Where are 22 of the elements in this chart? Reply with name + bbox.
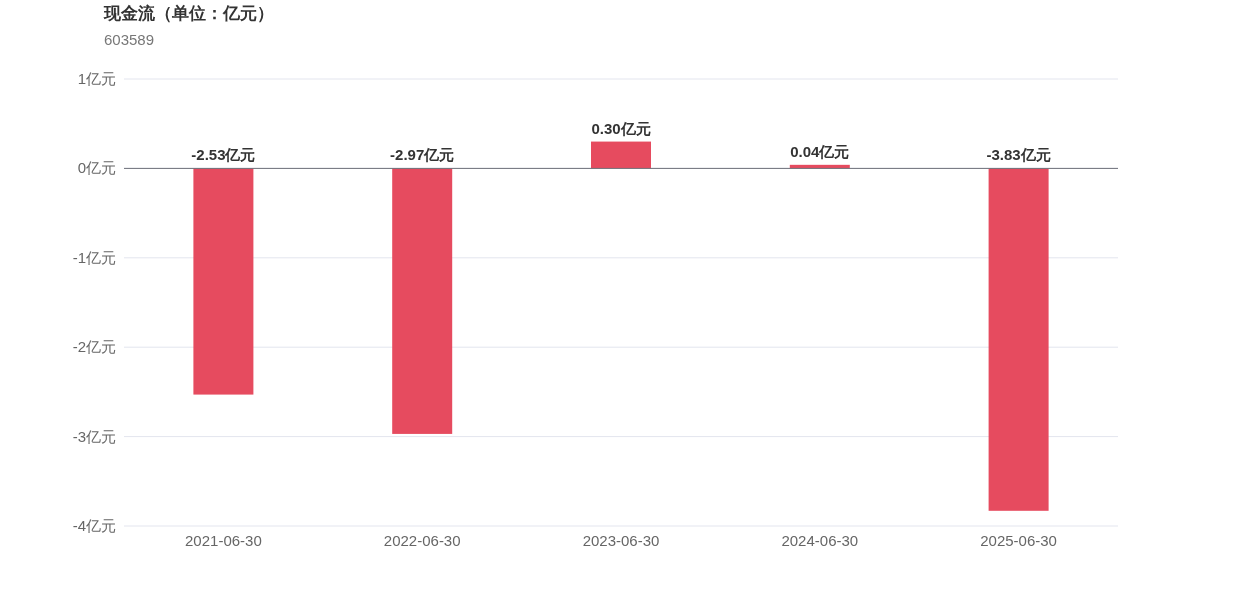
x-tick-label: 2025-06-30 <box>980 532 1057 549</box>
data-label: 0.04亿元 <box>790 142 850 160</box>
x-tick-label: 2021-06-30 <box>185 532 262 549</box>
bar <box>193 168 254 395</box>
bar <box>392 168 453 434</box>
x-tick-label: 2024-06-30 <box>781 532 859 549</box>
bar <box>988 168 1049 511</box>
data-label: -2.53亿元 <box>191 146 256 164</box>
y-tick-label: -1亿元 <box>72 248 116 266</box>
y-tick-label: -4亿元 <box>72 517 116 534</box>
chart-subtitle: 603589 <box>104 31 155 48</box>
y-tick-label: -2亿元 <box>72 338 116 356</box>
x-tick-label: 2023-06-30 <box>582 532 660 549</box>
x-tick-label: 2022-06-30 <box>383 532 461 549</box>
y-tick-label: 0亿元 <box>77 159 116 177</box>
data-label: -2.97亿元 <box>390 146 455 164</box>
data-label: -3.83亿元 <box>986 146 1051 164</box>
data-label: 0.30亿元 <box>591 119 651 137</box>
bar <box>591 141 651 169</box>
y-tick-label: 1亿元 <box>77 70 116 87</box>
y-tick-label: -3亿元 <box>72 427 116 445</box>
chart-title: 现金流（单位：亿元） <box>103 4 274 23</box>
